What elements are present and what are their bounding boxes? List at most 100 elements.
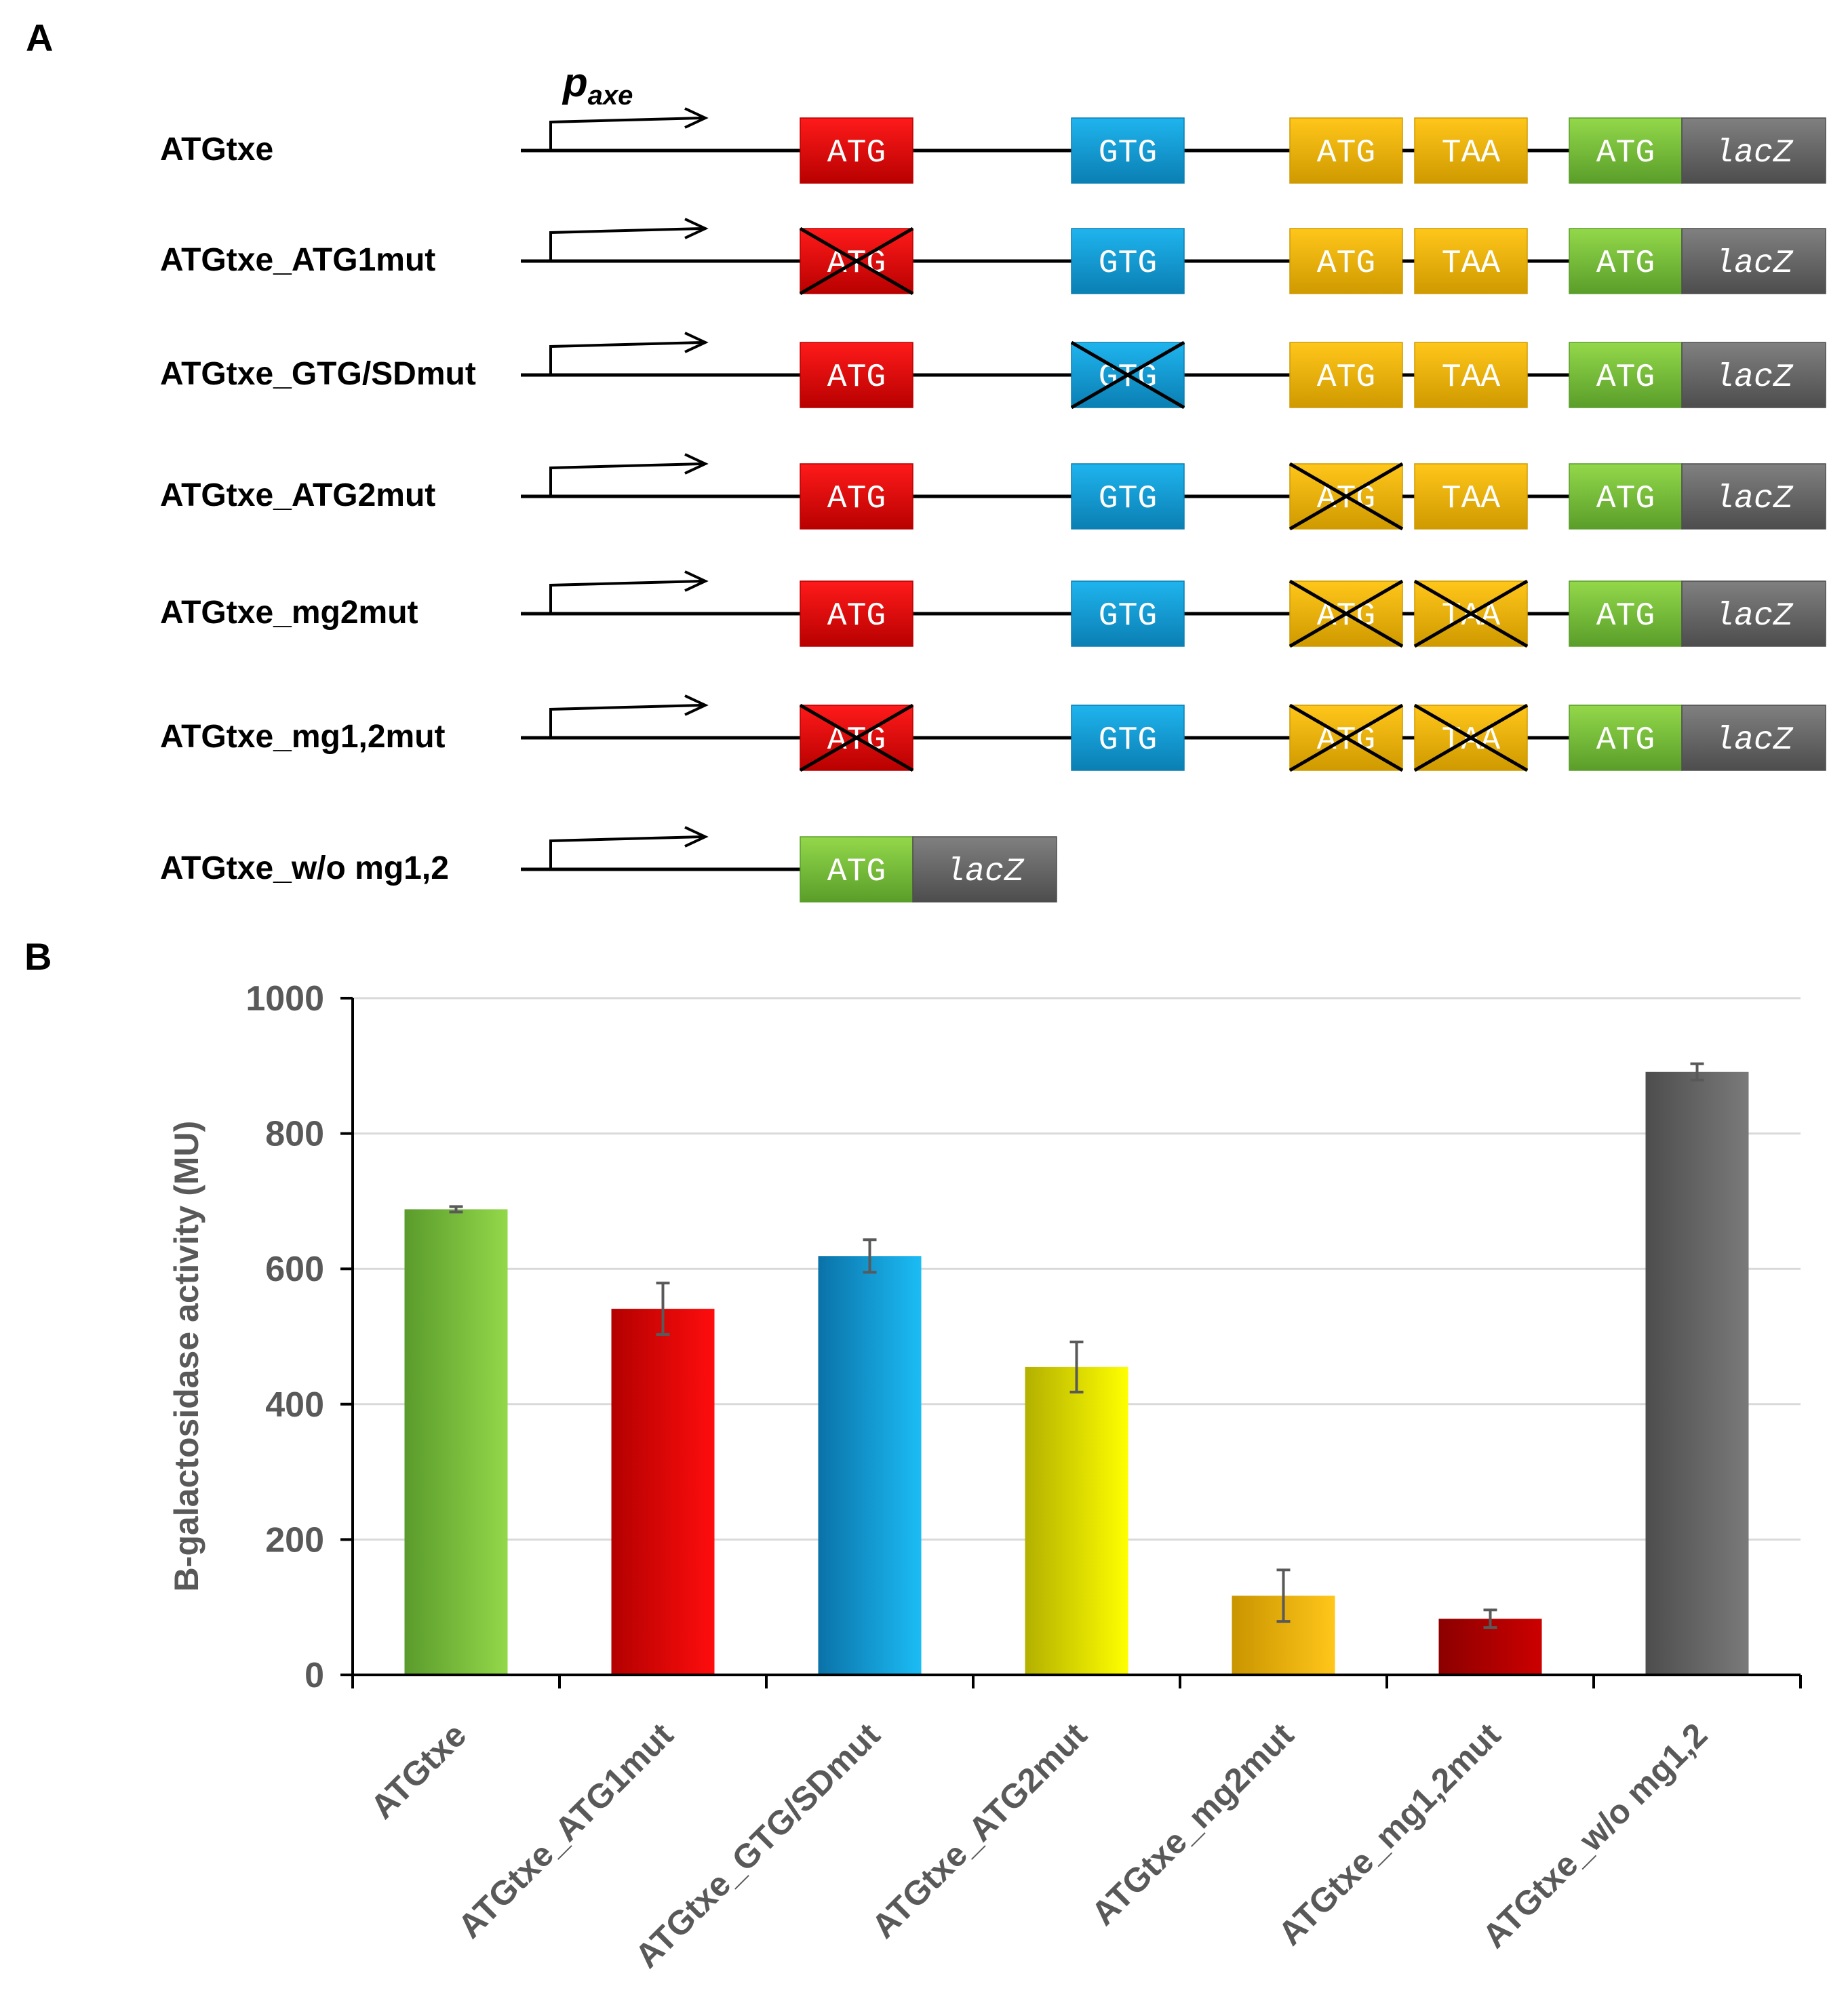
codon-label: ATG bbox=[827, 854, 886, 890]
codon-box-fill bbox=[800, 342, 913, 408]
codon-label: GTG bbox=[1099, 135, 1157, 172]
mutation-cross bbox=[1289, 462, 1404, 531]
mutation-cross bbox=[799, 703, 914, 772]
mutation-cross bbox=[1289, 579, 1404, 648]
codon-box-orange: ATG bbox=[1289, 117, 1403, 184]
codon-box-red: ATG bbox=[800, 117, 913, 184]
codon-box-fill bbox=[800, 836, 913, 903]
x-category-label: ATGtxe_mg1,2mut bbox=[1271, 1716, 1508, 1953]
y-tick-labels: 0 200 400 600 800 1000 bbox=[245, 979, 353, 1695]
codon-box-fill bbox=[1681, 117, 1826, 184]
codon-box-green: ATG bbox=[1569, 228, 1683, 294]
promoter-arrowhead bbox=[684, 332, 709, 353]
x-category-label: ATGtxe bbox=[363, 1716, 474, 1826]
promoter-arrowhead bbox=[684, 107, 709, 129]
codon-box-fill bbox=[1289, 117, 1403, 184]
mutation-cross bbox=[1070, 340, 1185, 410]
mutation-cross bbox=[1289, 703, 1404, 772]
codon-box-fill bbox=[800, 580, 913, 647]
codon-label: GTG bbox=[1099, 598, 1157, 635]
codon-box-fill bbox=[1071, 463, 1185, 530]
codon-box-red: ATG bbox=[799, 703, 914, 772]
codon-label: ATG bbox=[1317, 135, 1375, 172]
codon-box-gray: lacZ bbox=[1681, 117, 1826, 184]
construct-row: ATGtxe_ATG1mut ATG GTG ATG TAA ATG lacZ bbox=[160, 218, 1826, 296]
codon-label: ATG bbox=[1596, 135, 1655, 172]
codon-label: ATG bbox=[1596, 359, 1655, 396]
codon-box-orange: TAA bbox=[1413, 579, 1529, 648]
codon-box-green: ATG bbox=[1569, 580, 1683, 647]
codon-box-blue: GTG bbox=[1071, 705, 1185, 771]
codon-box-orange: TAA bbox=[1414, 228, 1528, 294]
codon-box-fill bbox=[1681, 580, 1826, 647]
codon-box-green: ATG bbox=[1569, 463, 1683, 530]
codon-label: lacZ bbox=[1714, 722, 1793, 759]
codon-box-fill bbox=[912, 836, 1057, 903]
promoter-arrowhead bbox=[684, 570, 709, 592]
promoter-arrow bbox=[549, 227, 703, 261]
codon-box-fill bbox=[1071, 228, 1185, 294]
codon-box-fill bbox=[1681, 463, 1826, 530]
codon-box-fill bbox=[1414, 228, 1528, 294]
construct-row: ATGtxe_w/o mg1,2 ATG lacZ bbox=[160, 826, 1057, 903]
codon-box-gray: lacZ bbox=[1681, 463, 1826, 530]
codon-box-blue: GTG bbox=[1070, 340, 1185, 410]
codon-box-red: ATG bbox=[800, 580, 913, 647]
codon-box-fill bbox=[1071, 705, 1185, 771]
axes bbox=[351, 998, 1802, 1688]
codon-label: ATG bbox=[1596, 598, 1655, 635]
codon-box-orange: ATG bbox=[1289, 703, 1404, 772]
codon-box-fill bbox=[1289, 228, 1403, 294]
codon-box-fill bbox=[1681, 228, 1826, 294]
codon-box-blue: GTG bbox=[1071, 580, 1185, 647]
codon-box-fill bbox=[1414, 342, 1528, 408]
construct-row: ATGtxe_GTG/SDmut ATG GTG ATG TAA ATG lacZ bbox=[160, 332, 1826, 410]
codon-label: ATG bbox=[1317, 245, 1375, 282]
codon-label: TAA bbox=[1442, 481, 1501, 517]
codon-box-fill bbox=[1414, 463, 1528, 530]
codon-box-fill bbox=[1569, 705, 1683, 771]
codon-box-orange: TAA bbox=[1413, 703, 1529, 772]
codon-box-orange: ATG bbox=[1289, 228, 1403, 294]
codon-box-blue: GTG bbox=[1071, 117, 1185, 184]
codon-label: GTG bbox=[1099, 722, 1157, 759]
codon-box-green: ATG bbox=[1569, 117, 1683, 184]
mutation-cross bbox=[1413, 703, 1529, 772]
codon-box-orange: TAA bbox=[1414, 342, 1528, 408]
y-axis-label: B-galactosidase activity (MU) bbox=[168, 1121, 205, 1592]
codon-label: lacZ bbox=[1714, 245, 1793, 282]
construct-name: ATGtxe_ATG1mut bbox=[160, 242, 435, 278]
y-tick-label: 200 bbox=[265, 1520, 324, 1560]
panel-a-label: A bbox=[26, 16, 53, 59]
codon-box-fill bbox=[800, 117, 913, 184]
construct-name: ATGtxe_GTG/SDmut bbox=[160, 356, 476, 392]
construct-row: ATGtxe_mg2mut ATG GTG ATG TAA ATG lacZ bbox=[160, 570, 1826, 648]
x-category-label: ATGtxe_mg2mut bbox=[1084, 1716, 1301, 1933]
codon-box-fill bbox=[1071, 580, 1185, 647]
codon-label: TAA bbox=[1442, 135, 1501, 172]
codon-label: ATG bbox=[1317, 359, 1375, 396]
codon-box-green: ATG bbox=[1569, 705, 1683, 771]
promoter-arrowhead bbox=[684, 218, 709, 239]
codon-box-orange: ATG bbox=[1289, 462, 1404, 531]
promoter-arrow bbox=[549, 117, 703, 151]
y-tick-label: 400 bbox=[265, 1385, 324, 1425]
codon-label: lacZ bbox=[1714, 598, 1793, 635]
promoter-arrowhead bbox=[684, 453, 709, 475]
codon-box-orange: ATG bbox=[1289, 342, 1403, 408]
codon-label: ATG bbox=[1596, 245, 1655, 282]
codon-box-green: ATG bbox=[1569, 342, 1683, 408]
bar bbox=[818, 1256, 922, 1675]
codon-label: ATG bbox=[827, 481, 886, 517]
construct-row: ATGtxe ATG GTG ATG TAA ATG lacZ bbox=[160, 107, 1826, 184]
codon-box-fill bbox=[1569, 228, 1683, 294]
codon-label: TAA bbox=[1442, 245, 1501, 282]
codon-box-gray: lacZ bbox=[1681, 342, 1826, 408]
codon-box-blue: GTG bbox=[1071, 228, 1185, 294]
codon-box-fill bbox=[1569, 117, 1683, 184]
codon-box-red: ATG bbox=[800, 342, 913, 408]
codon-box-green: ATG bbox=[800, 836, 913, 903]
codon-box-fill bbox=[1681, 705, 1826, 771]
codon-label: lacZ bbox=[1714, 481, 1793, 517]
